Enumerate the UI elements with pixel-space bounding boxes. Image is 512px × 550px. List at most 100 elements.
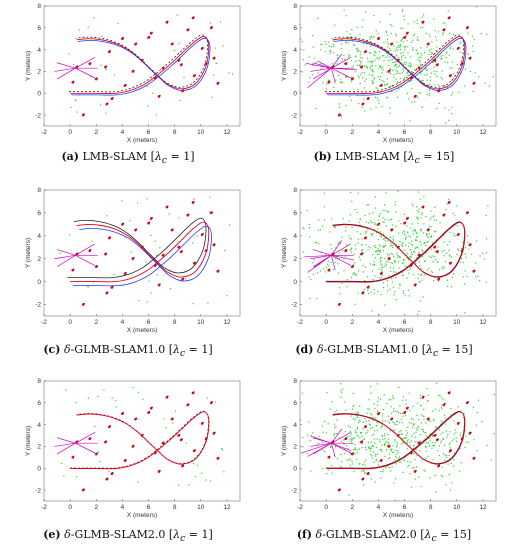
estimated-landmark: [350, 452, 354, 456]
clutter-point: [434, 256, 436, 258]
clutter-point: [341, 43, 343, 45]
measurement-ray: [300, 442, 332, 454]
y-tick-label: 2: [293, 444, 297, 451]
clutter-point: [335, 79, 337, 81]
clutter-point: [353, 449, 355, 451]
clutter-point: [308, 236, 311, 238]
clutter-point: [427, 241, 429, 243]
clutter-point: [338, 258, 341, 260]
clutter-point: [345, 244, 347, 246]
clutter-point: [418, 419, 420, 421]
clutter-point: [423, 242, 425, 245]
estimated-landmark: [147, 411, 150, 414]
clutter-point: [374, 222, 376, 224]
clutter-point: [434, 474, 436, 477]
caption-lambda: 15: [436, 150, 451, 163]
clutter-point: [398, 220, 400, 222]
clutter-point: [372, 419, 375, 421]
y-tick-label: 8: [37, 378, 41, 385]
clutter-point: [193, 462, 195, 465]
clutter-point: [434, 206, 436, 208]
clutter-point: [429, 420, 432, 423]
clutter-point: [455, 440, 458, 443]
clutter-point: [447, 285, 449, 288]
estimated-landmark: [123, 459, 127, 462]
clutter-point: [381, 413, 384, 415]
clutter-point: [364, 280, 366, 282]
clutter-point: [366, 65, 368, 68]
clutter-point: [376, 383, 379, 385]
clutter-point: [413, 251, 415, 253]
clutter-point: [359, 33, 361, 35]
clutter-point: [448, 451, 450, 454]
clutter-point: [428, 445, 431, 447]
clutter-point: [366, 431, 368, 433]
clutter-point: [386, 83, 388, 85]
caption-lambda: 15: [452, 528, 467, 541]
clutter-point: [375, 425, 377, 427]
clutter-point: [394, 64, 397, 67]
clutter-point: [421, 106, 423, 108]
clutter-point: [313, 259, 315, 261]
clutter-point: [371, 62, 373, 64]
clutter-point: [328, 45, 331, 47]
clutter-point: [421, 20, 423, 22]
clutter-point: [317, 229, 319, 231]
estimated-landmark: [108, 425, 111, 429]
caption-delta: δ: [64, 528, 71, 541]
clutter-point: [213, 74, 215, 76]
estimated-landmark: [413, 470, 417, 473]
clutter-point: [392, 253, 394, 256]
clutter-point: [379, 249, 381, 251]
clutter-point: [414, 441, 416, 443]
clutter-point: [380, 449, 382, 451]
clutter-point: [163, 418, 165, 420]
clutter-point: [403, 292, 405, 294]
trajectory-line: [326, 411, 466, 470]
clutter-point: [401, 232, 404, 234]
clutter-point: [437, 280, 439, 282]
clutter-point: [364, 266, 367, 268]
clutter-point: [443, 255, 445, 257]
clutter-point: [404, 295, 406, 297]
clutter-point: [308, 223, 310, 226]
clutter-point: [374, 257, 376, 259]
clutter-point: [416, 232, 418, 235]
clutter-point: [350, 238, 352, 240]
clutter-point: [417, 36, 419, 38]
clutter-point: [417, 97, 419, 99]
clutter-point: [331, 400, 333, 403]
estimated-landmark: [360, 440, 363, 444]
clutter-point: [431, 41, 433, 43]
clutter-point: [403, 45, 405, 48]
clutter-point: [364, 214, 366, 217]
clutter-point: [359, 218, 361, 220]
clutter-point: [316, 272, 319, 274]
x-tick-label: -2: [41, 319, 47, 326]
clutter-point: [324, 450, 326, 453]
x-axis-label: X (meters): [127, 512, 157, 519]
clutter-point: [419, 397, 421, 399]
clutter-point: [357, 88, 359, 91]
clutter-point: [323, 192, 326, 194]
clutter-point: [344, 431, 346, 433]
clutter-point: [387, 261, 389, 263]
clutter-point: [464, 429, 466, 431]
clutter-point: [322, 82, 324, 84]
y-tick-label: 8: [37, 187, 41, 194]
clutter-point: [442, 452, 445, 455]
clutter-point: [443, 84, 445, 87]
clutter-point: [380, 477, 382, 479]
clutter-point: [391, 58, 393, 60]
clutter-point: [410, 255, 412, 258]
clutter-point: [418, 191, 420, 193]
clutter-point: [375, 246, 377, 249]
clutter-point: [385, 225, 387, 227]
clutter-point: [389, 13, 391, 15]
clutter-point: [429, 79, 431, 81]
clutter-point: [341, 82, 344, 84]
caption-name: LMB-SLAM: [335, 150, 400, 163]
clutter-point: [341, 58, 343, 60]
clutter-point: [370, 447, 372, 449]
